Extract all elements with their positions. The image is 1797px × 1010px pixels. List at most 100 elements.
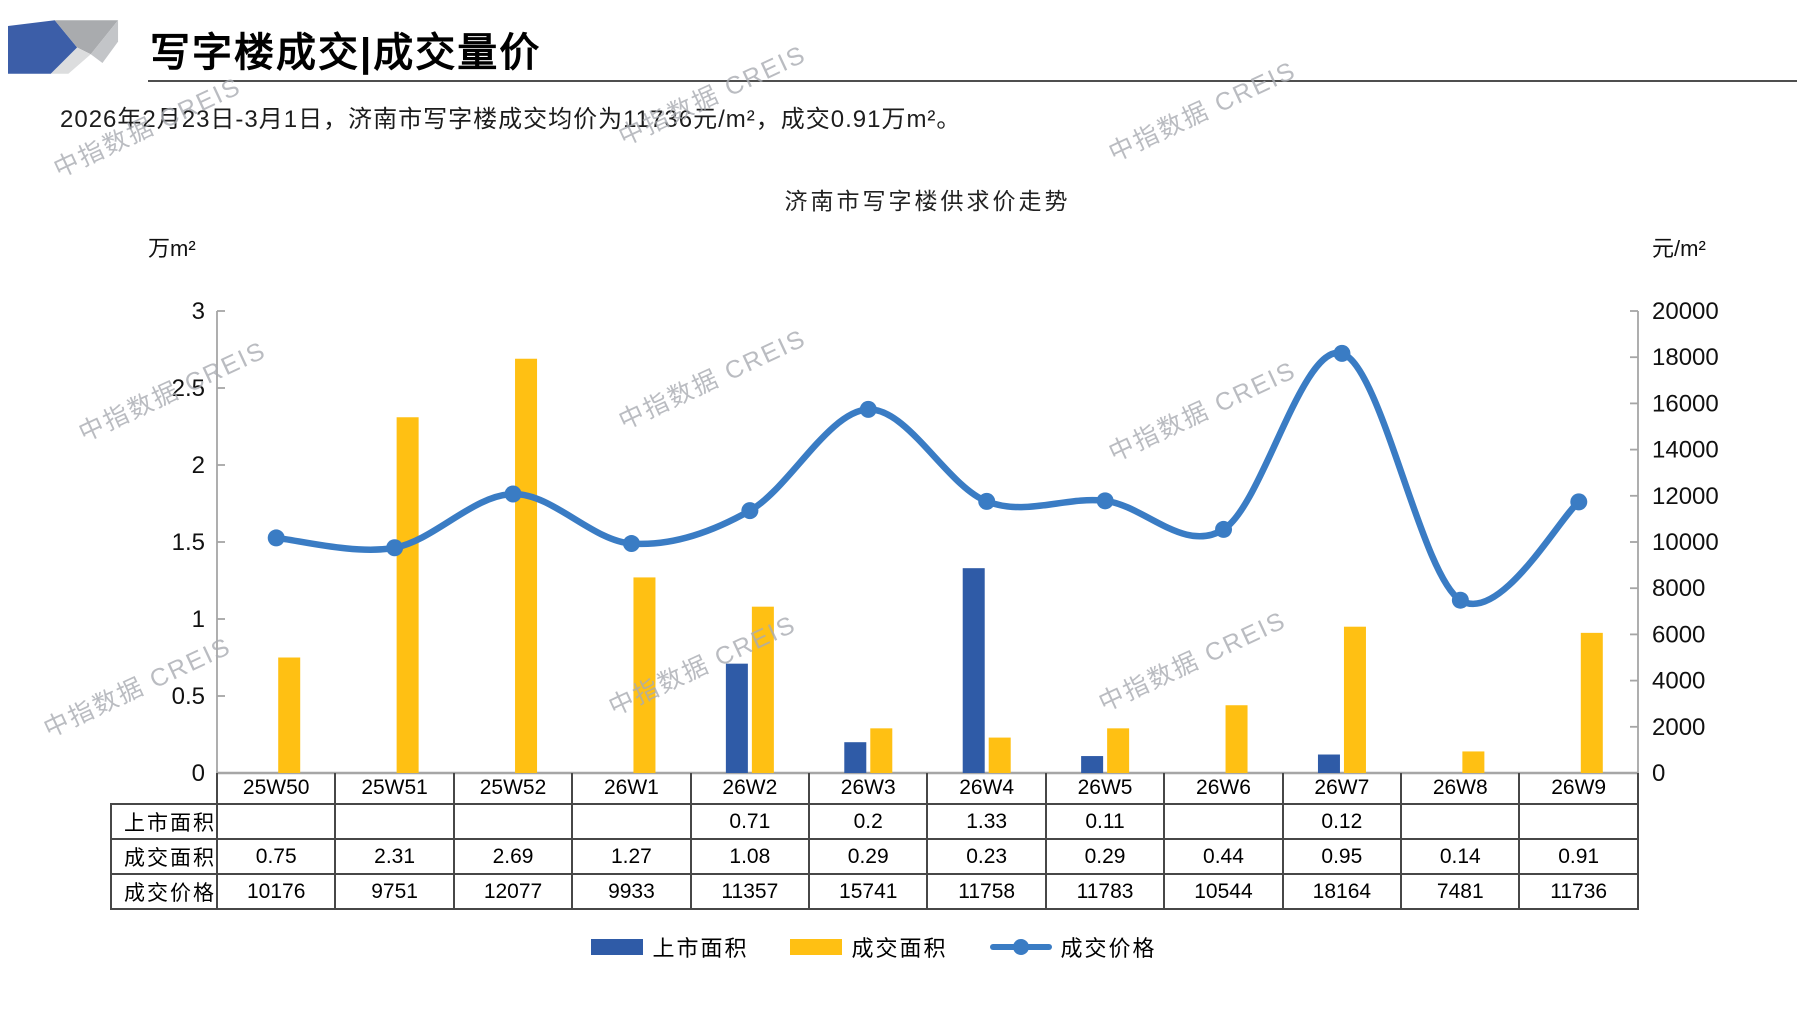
category-label: 26W6 [1163,773,1284,805]
price-point [1333,344,1351,362]
left-axis-unit: 万m² [148,236,196,261]
bar-sold-area [1225,705,1248,773]
right-axis-tick-label: 0 [1652,760,1665,787]
category-label: 25W52 [452,773,574,805]
bar-sold-area [751,606,774,773]
table-cell [215,803,337,840]
table-cell: 7481 [1400,873,1521,910]
table-cell: 9933 [571,873,692,910]
table-cell: 0.95 [1281,838,1403,875]
category-label: 26W7 [1281,773,1403,805]
table-cell: 0.2 [808,803,929,840]
summary-text: 2026年2月23日-3月1日，济南市写字楼成交均价为11736元/m²，成交0… [60,106,962,133]
row-header: 成交面积 [110,838,218,875]
right-axis-tick-label: 20000 [1652,298,1719,325]
table-cell [334,803,455,840]
price-line [272,349,1583,607]
right-axis-tick-label: 10000 [1652,529,1719,556]
right-axis-tick-label: 18000 [1652,344,1719,371]
bar-listed-area [1317,754,1340,773]
table-cell: 18164 [1281,873,1403,910]
legend-line-icon [989,938,1052,956]
bar-sold-area [1343,626,1366,773]
bar-sold-area [1107,728,1130,773]
price-point [1451,591,1469,609]
price-point [622,535,640,553]
bar-sold-area [988,737,1011,773]
left-axis-tick-label: 1.5 [172,529,205,556]
table-cell: 2.31 [334,838,455,875]
table-row: 成交面积 0.75 2.31 2.69 1.27 1.08 0.29 0.23 0.29 0.44… [110,838,1639,875]
bar-listed-area [725,663,748,773]
chart-title: 济南市写字楼供求价走势 [784,188,1071,214]
table-cell: 1.27 [571,838,692,875]
data-table: 25W50 25W51 25W52 26W1 26W2 26W3 26W4 26W5 26W6 2… [110,773,1639,910]
table-cell: 0.75 [215,838,337,875]
legend-swatch-icon [790,939,843,955]
right-axis-tick-label: 8000 [1652,575,1705,602]
table-cell [1400,803,1521,840]
legend-item: 成交价格 [989,931,1157,963]
price-point [978,492,996,510]
bar-listed-area [1081,756,1104,773]
table-cell: 0.29 [1044,838,1166,875]
bar-sold-area [870,728,893,773]
row-header: 上市面积 [110,803,218,840]
price-point [1570,493,1588,511]
table-row: 成交价格 10176 9751 12077 9933 11357 15741 11758 117… [110,873,1639,910]
table-cell [1518,803,1639,840]
legend-item: 成交面积 [790,931,947,963]
left-axis-tick-label: 2 [192,452,205,479]
table-cell [1163,803,1284,840]
price-point [859,400,877,418]
table-cell: 0.12 [1281,803,1403,840]
category-row: 25W50 25W51 25W52 26W1 26W2 26W3 26W4 26W5 26W6 2… [111,773,1639,805]
table-cell: 10544 [1163,873,1284,910]
right-axis-tick-label: 14000 [1652,437,1719,464]
table-corner-blank [111,773,217,804]
legend-item: 上市面积 [591,931,748,963]
left-axis-tick-label: 0 [192,760,205,787]
table-cell: 11758 [926,873,1047,910]
left-axis-tick-label: 1 [192,606,205,633]
legend-label: 上市面积 [652,936,749,961]
category-label: 26W4 [926,773,1047,805]
bar-sold-area [1462,751,1485,773]
bar-listed-area [844,742,867,773]
price-point [741,502,759,520]
header-divider [148,80,1797,82]
table-cell: 0.11 [1044,803,1166,840]
category-label: 26W1 [571,773,692,805]
left-axis-tick-label: 3 [192,298,205,325]
legend-dot [1012,939,1029,955]
left-axis-tick-label: 0.5 [172,683,205,710]
table-cell: 11783 [1044,873,1166,910]
bar-sold-area [278,657,301,773]
category-label: 25W50 [215,773,337,805]
legend-swatch-icon [591,939,644,955]
table-cell: 12077 [452,873,574,910]
table-row: 上市面积 0.71 0.2 1.33 0.11 0.12 [110,803,1639,840]
bar-listed-area [962,568,985,773]
table-cell [452,803,574,840]
table-cell: 0.14 [1400,838,1521,875]
table-cell: 1.33 [926,803,1047,840]
category-label: 25W51 [334,773,455,805]
bar-sold-area [1580,632,1603,773]
table-cell: 11357 [689,873,811,910]
row-header: 成交价格 [110,873,218,910]
table-cell: 0.91 [1518,838,1639,875]
right-axis-tick-label: 6000 [1652,621,1705,648]
bar-sold-area [515,358,538,773]
table-cell: 9751 [334,873,455,910]
category-label: 26W3 [808,773,929,805]
category-label: 26W2 [689,773,811,805]
category-label: 26W5 [1044,773,1166,805]
page-title: 写字楼成交|成交量价 [150,31,542,75]
category-label: 26W9 [1518,773,1639,805]
right-axis-tick-label: 2000 [1652,714,1705,741]
bar-sold-area [633,577,656,773]
category-label: 26W8 [1400,773,1521,805]
price-point [504,485,522,503]
